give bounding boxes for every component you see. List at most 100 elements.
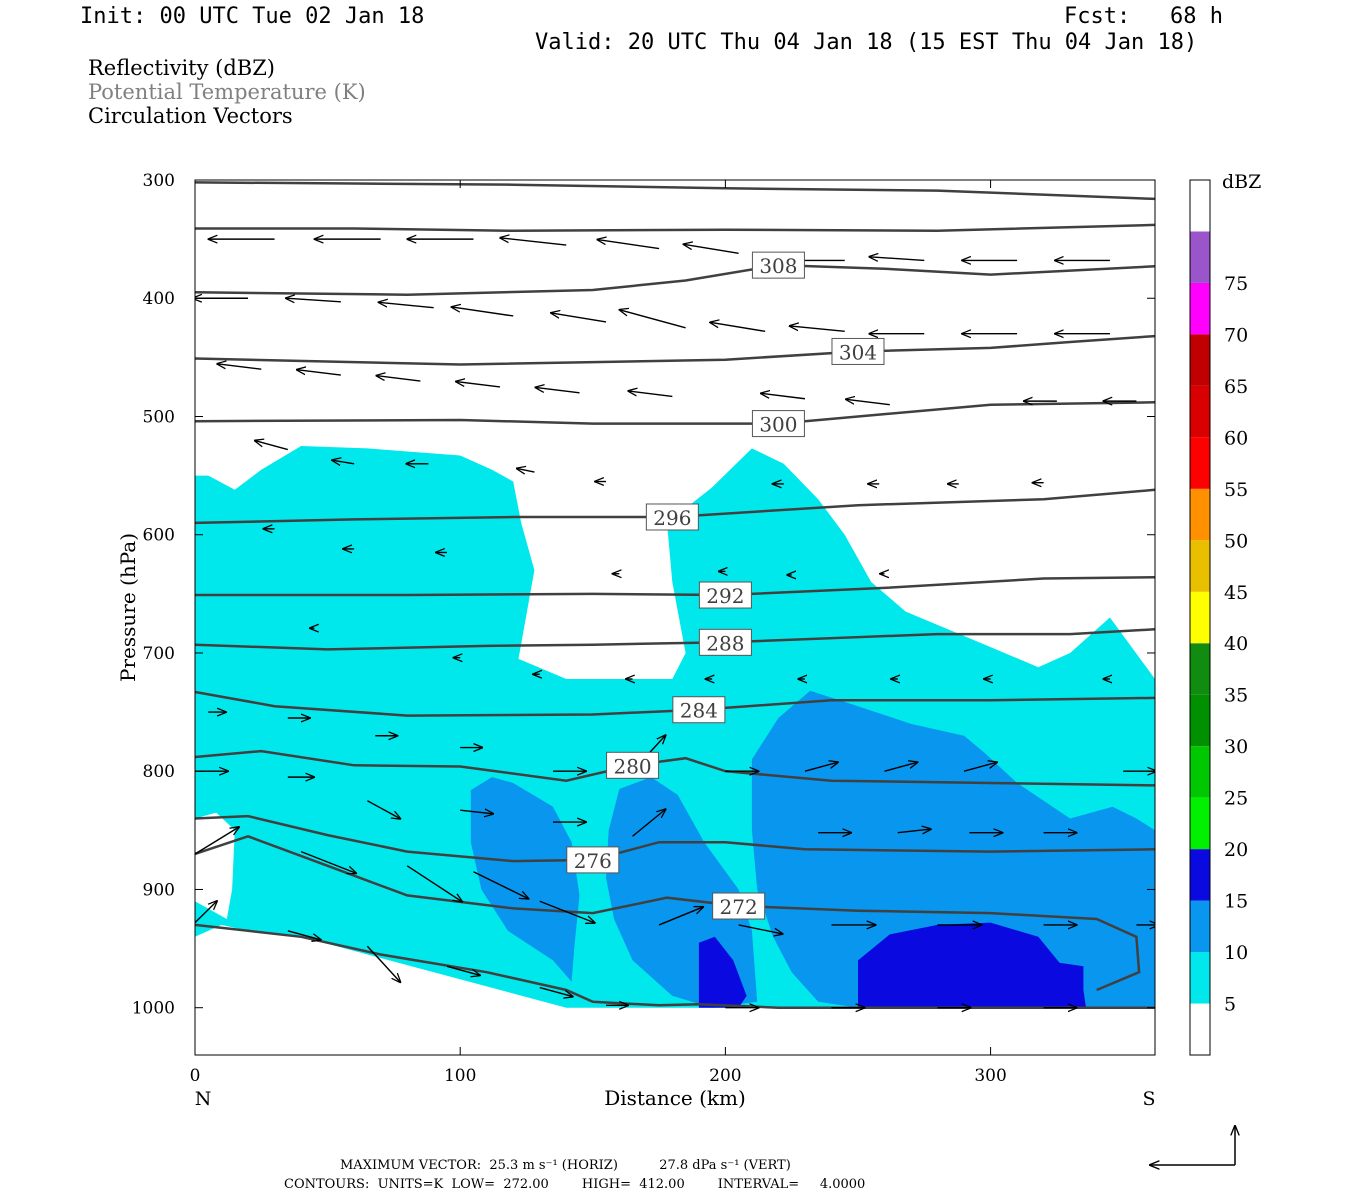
theta-contour-272: [195, 834, 1141, 992]
y-tick-label: 400: [143, 289, 175, 309]
circulation-vector: [963, 762, 997, 772]
circulation-vector: [846, 399, 890, 406]
colorbar-tick-label: 50: [1224, 530, 1248, 552]
circulation-vector: [684, 244, 739, 255]
contour-label: 296: [653, 506, 691, 530]
contour-label-box: [672, 696, 726, 724]
colorbar-swatch: [1190, 1003, 1210, 1055]
circulation-vector: [517, 468, 535, 472]
y-tick-label: 500: [143, 407, 175, 427]
contour-label-box: [751, 410, 805, 438]
colorbar-tick-label: 20: [1224, 839, 1248, 861]
colorbar-swatch: [1190, 952, 1210, 1004]
colorbar-tick-label: 70: [1224, 324, 1248, 346]
contour-label-box: [645, 503, 699, 531]
contour-label-box: [751, 251, 805, 279]
circulation-vector: [897, 829, 931, 833]
circulation-vector: [379, 302, 434, 309]
colorbar-swatch: [1190, 591, 1210, 644]
theta-contour-308: [195, 263, 1155, 296]
colorbar-swatch: [1190, 334, 1210, 386]
circulation-vector: [884, 762, 918, 772]
legend-circulation-vectors: Circulation Vectors: [88, 104, 293, 128]
colorbar-swatch: [1190, 540, 1210, 592]
colorbar-tick-label: 65: [1224, 376, 1248, 398]
reflectivity-region-4: [698, 936, 747, 1008]
theta-contour-288: [195, 628, 1155, 651]
circulation-vector: [456, 382, 501, 388]
x-tick-label: 300: [974, 1066, 1006, 1086]
colorbar-swatch: [1190, 282, 1210, 335]
circulation-vector: [628, 391, 673, 398]
circulation-vector: [446, 965, 480, 975]
contour-label-box: [566, 846, 620, 874]
contour-label: 300: [759, 413, 797, 437]
circulation-vector: [195, 901, 217, 924]
colorbar-tick-label: 5: [1224, 994, 1236, 1016]
circulation-vector: [297, 370, 341, 376]
x-tick-label: 100: [444, 1066, 476, 1086]
reflectivity-region-5: [858, 922, 1086, 1008]
forecast-hour: Fcst: 68 h: [1064, 4, 1223, 29]
contour-label: 304: [839, 340, 877, 364]
max-vector-note: MAXIMUM VECTOR: 25.3 m s⁻¹ (HORIZ) 27.8 …: [340, 1158, 791, 1173]
circulation-vector: [376, 376, 421, 382]
y-tick-label: 1000: [132, 999, 175, 1019]
reflectivity-region-3: [751, 690, 1155, 1008]
circulation-vector: [195, 827, 239, 855]
contour-label-box: [606, 751, 660, 779]
colorbar-swatch: [1190, 694, 1210, 747]
contour-label: 288: [706, 631, 744, 655]
colorbar-tick-label: 60: [1224, 427, 1248, 449]
valid-time: Valid: 20 UTC Thu 04 Jan 18 (15 EST Thu …: [535, 30, 1198, 55]
y-tick-label: 800: [143, 762, 175, 782]
circulation-vector: [217, 364, 262, 370]
circulation-vector: [738, 924, 783, 934]
reflectivity-region-6: [195, 812, 235, 919]
colorbar-swatch: [1190, 180, 1210, 232]
colorbar-tick-label: 45: [1224, 582, 1248, 604]
x-tick-label: 200: [709, 1066, 741, 1086]
circulation-vector: [539, 900, 595, 923]
contour-label-box: [831, 337, 885, 365]
colorbar-frame: [1189, 179, 1211, 1056]
circulation-vector: [255, 441, 289, 451]
colorbar-swatch: [1190, 643, 1210, 695]
contour-label: 284: [680, 699, 718, 723]
circulation-vector: [710, 322, 766, 333]
north-label: N: [195, 1088, 212, 1110]
circulation-vector: [286, 298, 341, 302]
contour-info: CONTOURS: UNITS=K LOW= 272.00 HIGH= 412.…: [284, 1177, 866, 1192]
circulation-vector: [332, 460, 355, 464]
reflectivity-region-1: [470, 777, 580, 982]
theta-contour-12: [195, 223, 1155, 233]
circulation-vector: [300, 850, 356, 874]
circulation-vector: [406, 865, 462, 902]
colorbar-tick-label: 10: [1224, 942, 1248, 964]
circulation-vector: [367, 800, 400, 819]
colorbar-swatch: [1190, 437, 1210, 489]
contour-label-box: [698, 581, 752, 609]
colorbar-swatch: [1190, 746, 1210, 798]
colorbar-swatch: [1190, 385, 1210, 438]
theta-contour-11: [195, 181, 1155, 201]
circulation-vector: [632, 809, 666, 837]
plot-frame: [194, 179, 1156, 1056]
colorbar-swatch: [1190, 231, 1210, 283]
circulation-vector: [536, 387, 580, 394]
reference-vector: [1150, 1126, 1235, 1165]
y-tick-label: 700: [143, 644, 175, 664]
theta-contour-300: [195, 401, 1155, 425]
colorbar-tick-label: 25: [1224, 788, 1248, 810]
colorbar-swatch: [1190, 797, 1210, 850]
contour-label: 272: [720, 895, 758, 919]
colorbar-swatch: [1190, 900, 1210, 953]
colorbar-tick-label: 40: [1224, 633, 1248, 655]
y-tick-label: 600: [143, 526, 175, 546]
circulation-vector: [500, 238, 567, 246]
contour-label: 276: [574, 849, 612, 873]
circulation-vector: [869, 257, 925, 261]
circulation-vector: [366, 945, 400, 982]
colorbar-tick-label: 35: [1224, 685, 1248, 707]
